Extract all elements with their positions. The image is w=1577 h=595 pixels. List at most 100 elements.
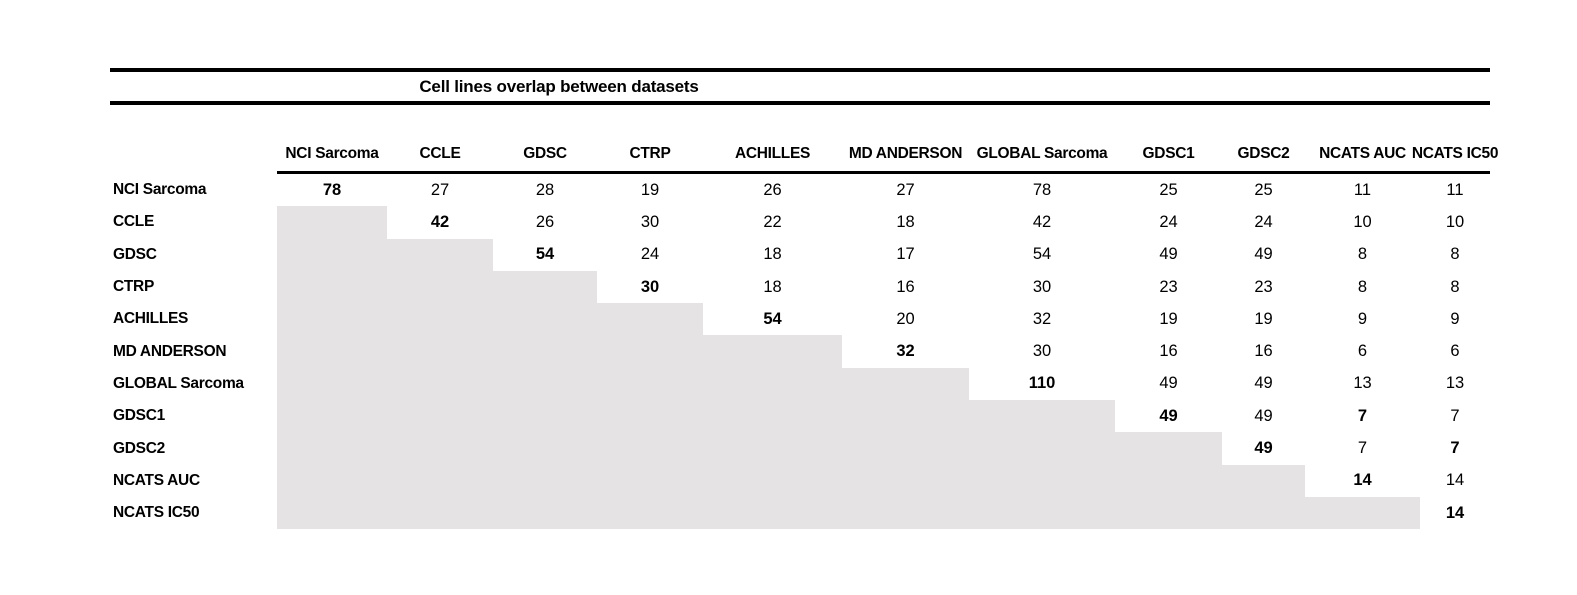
matrix-cell: 24 xyxy=(1254,212,1273,231)
matrix-cell: 25 xyxy=(1159,180,1178,199)
matrix-cell: 30 xyxy=(1032,342,1052,361)
matrix-cell: 18 xyxy=(763,277,782,296)
shaded-cell xyxy=(277,335,387,368)
matrix-cell: 110 xyxy=(1028,374,1056,393)
shaded-cell xyxy=(842,496,969,530)
column-header: GLOBAL Sarcoma xyxy=(976,145,1108,162)
matrix-cell: 49 xyxy=(1159,374,1178,393)
matrix-cell: 18 xyxy=(896,212,915,231)
shaded-cell xyxy=(1222,496,1305,530)
shaded-cell xyxy=(703,432,842,465)
shaded-cell xyxy=(387,367,493,401)
column-header: CTRP xyxy=(629,145,671,162)
matrix-cell: 19 xyxy=(1254,309,1273,328)
shaded-cell xyxy=(842,432,969,465)
matrix-cell: 49 xyxy=(1159,245,1178,264)
matrix-cell: 13 xyxy=(1353,374,1372,393)
matrix-cell: 26 xyxy=(535,212,555,231)
table-row: MD ANDERSON 32 30 16 16 6 6 xyxy=(110,335,1490,368)
shaded-cell xyxy=(703,496,842,530)
table-row: NCATS AUC 14 14 xyxy=(110,464,1490,497)
shaded-cell xyxy=(277,400,387,433)
matrix-cell: 54 xyxy=(535,245,555,264)
shaded-cell xyxy=(493,367,597,401)
matrix-cell: 54 xyxy=(763,309,782,328)
shaded-cell xyxy=(387,464,493,497)
matrix-cell: 78 xyxy=(322,180,342,199)
shaded-cell xyxy=(703,400,842,433)
matrix-cell: 10 xyxy=(1353,212,1372,231)
shaded-cell xyxy=(277,464,387,497)
matrix-cell: 24 xyxy=(1159,212,1178,231)
row-label: GDSC1 xyxy=(113,407,165,425)
matrix-cell: 19 xyxy=(640,180,660,199)
matrix-cell: 16 xyxy=(1254,342,1273,361)
matrix-cell: 10 xyxy=(1445,212,1465,231)
matrix-cell: 49 xyxy=(1254,439,1273,458)
matrix-cell: 16 xyxy=(1159,342,1178,361)
column-header: GDSC xyxy=(523,145,567,162)
row-label: NCI Sarcoma xyxy=(113,181,207,199)
matrix-cell: 18 xyxy=(763,245,782,264)
shaded-cell xyxy=(493,432,597,465)
row-label: GDSC xyxy=(113,245,157,263)
matrix-cell: 11 xyxy=(1353,180,1372,199)
matrix-cell: 49 xyxy=(1159,406,1178,425)
matrix-cell: 8 xyxy=(1450,245,1460,264)
matrix-cell: 14 xyxy=(1445,503,1465,522)
matrix-cell: 30 xyxy=(1032,277,1052,296)
row-label: GDSC2 xyxy=(113,439,165,457)
column-header: MD ANDERSON xyxy=(848,145,963,162)
matrix-cell: 42 xyxy=(1032,212,1052,231)
column-header: CCLE xyxy=(419,145,461,162)
matrix-cell: 26 xyxy=(763,180,782,199)
matrix-cell: 7 xyxy=(1450,439,1460,458)
row-label: ACHILLES xyxy=(113,310,189,328)
column-header: GDSC1 xyxy=(1142,145,1195,162)
shaded-cell xyxy=(493,496,597,530)
table-row: GDSC1 49 49 7 7 xyxy=(110,400,1490,433)
shaded-cell xyxy=(387,400,493,433)
spacer xyxy=(110,105,1490,137)
shaded-cell xyxy=(387,270,493,304)
shaded-cell xyxy=(597,464,703,497)
matrix-cell: 9 xyxy=(1357,309,1368,328)
matrix-cell: 32 xyxy=(896,342,915,361)
header-rule xyxy=(277,171,1490,174)
corner-cell xyxy=(110,137,277,171)
matrix-cell: 16 xyxy=(896,277,915,296)
title-band: Cell lines overlap between datasets xyxy=(110,72,1490,101)
matrix-cell: 30 xyxy=(640,212,660,231)
matrix-cell: 7 xyxy=(1357,406,1368,425)
matrix-cell: 78 xyxy=(1032,180,1052,199)
shaded-cell xyxy=(387,496,493,530)
shaded-cell xyxy=(387,303,493,336)
shaded-cell xyxy=(1115,464,1222,497)
column-header: GDSC2 xyxy=(1237,145,1290,162)
shaded-cell xyxy=(703,367,842,401)
matrix-cell: 14 xyxy=(1445,471,1465,490)
shaded-cell xyxy=(597,496,703,530)
matrix-cell: 6 xyxy=(1450,342,1460,361)
matrix-cell: 9 xyxy=(1450,309,1460,328)
shaded-cell xyxy=(387,335,493,368)
matrix-body: NCI Sarcoma 78 27 28 19 26 27 78 25 25 11 11 CCLE 42 2… xyxy=(110,174,1490,530)
shaded-cell xyxy=(842,464,969,497)
shaded-cell xyxy=(277,432,387,465)
matrix-cell: 14 xyxy=(1353,471,1372,490)
shaded-cell xyxy=(277,496,387,530)
shaded-cell xyxy=(387,238,493,271)
matrix-cell: 28 xyxy=(535,180,555,199)
column-header: NCATS AUC xyxy=(1319,145,1406,162)
shaded-cell xyxy=(703,464,842,497)
table-row: GLOBAL Sarcoma 110 49 49 13 13 xyxy=(110,367,1490,401)
matrix-cell: 49 xyxy=(1254,406,1273,425)
matrix-cell: 49 xyxy=(1254,245,1273,264)
matrix-cell: 32 xyxy=(1032,309,1052,328)
shaded-cell xyxy=(969,464,1115,497)
row-label: NCATS AUC xyxy=(113,471,200,489)
table-row: CTRP 30 18 16 30 23 23 8 8 xyxy=(110,270,1490,304)
matrix-cell: 27 xyxy=(896,180,915,199)
shaded-cell xyxy=(597,367,703,401)
